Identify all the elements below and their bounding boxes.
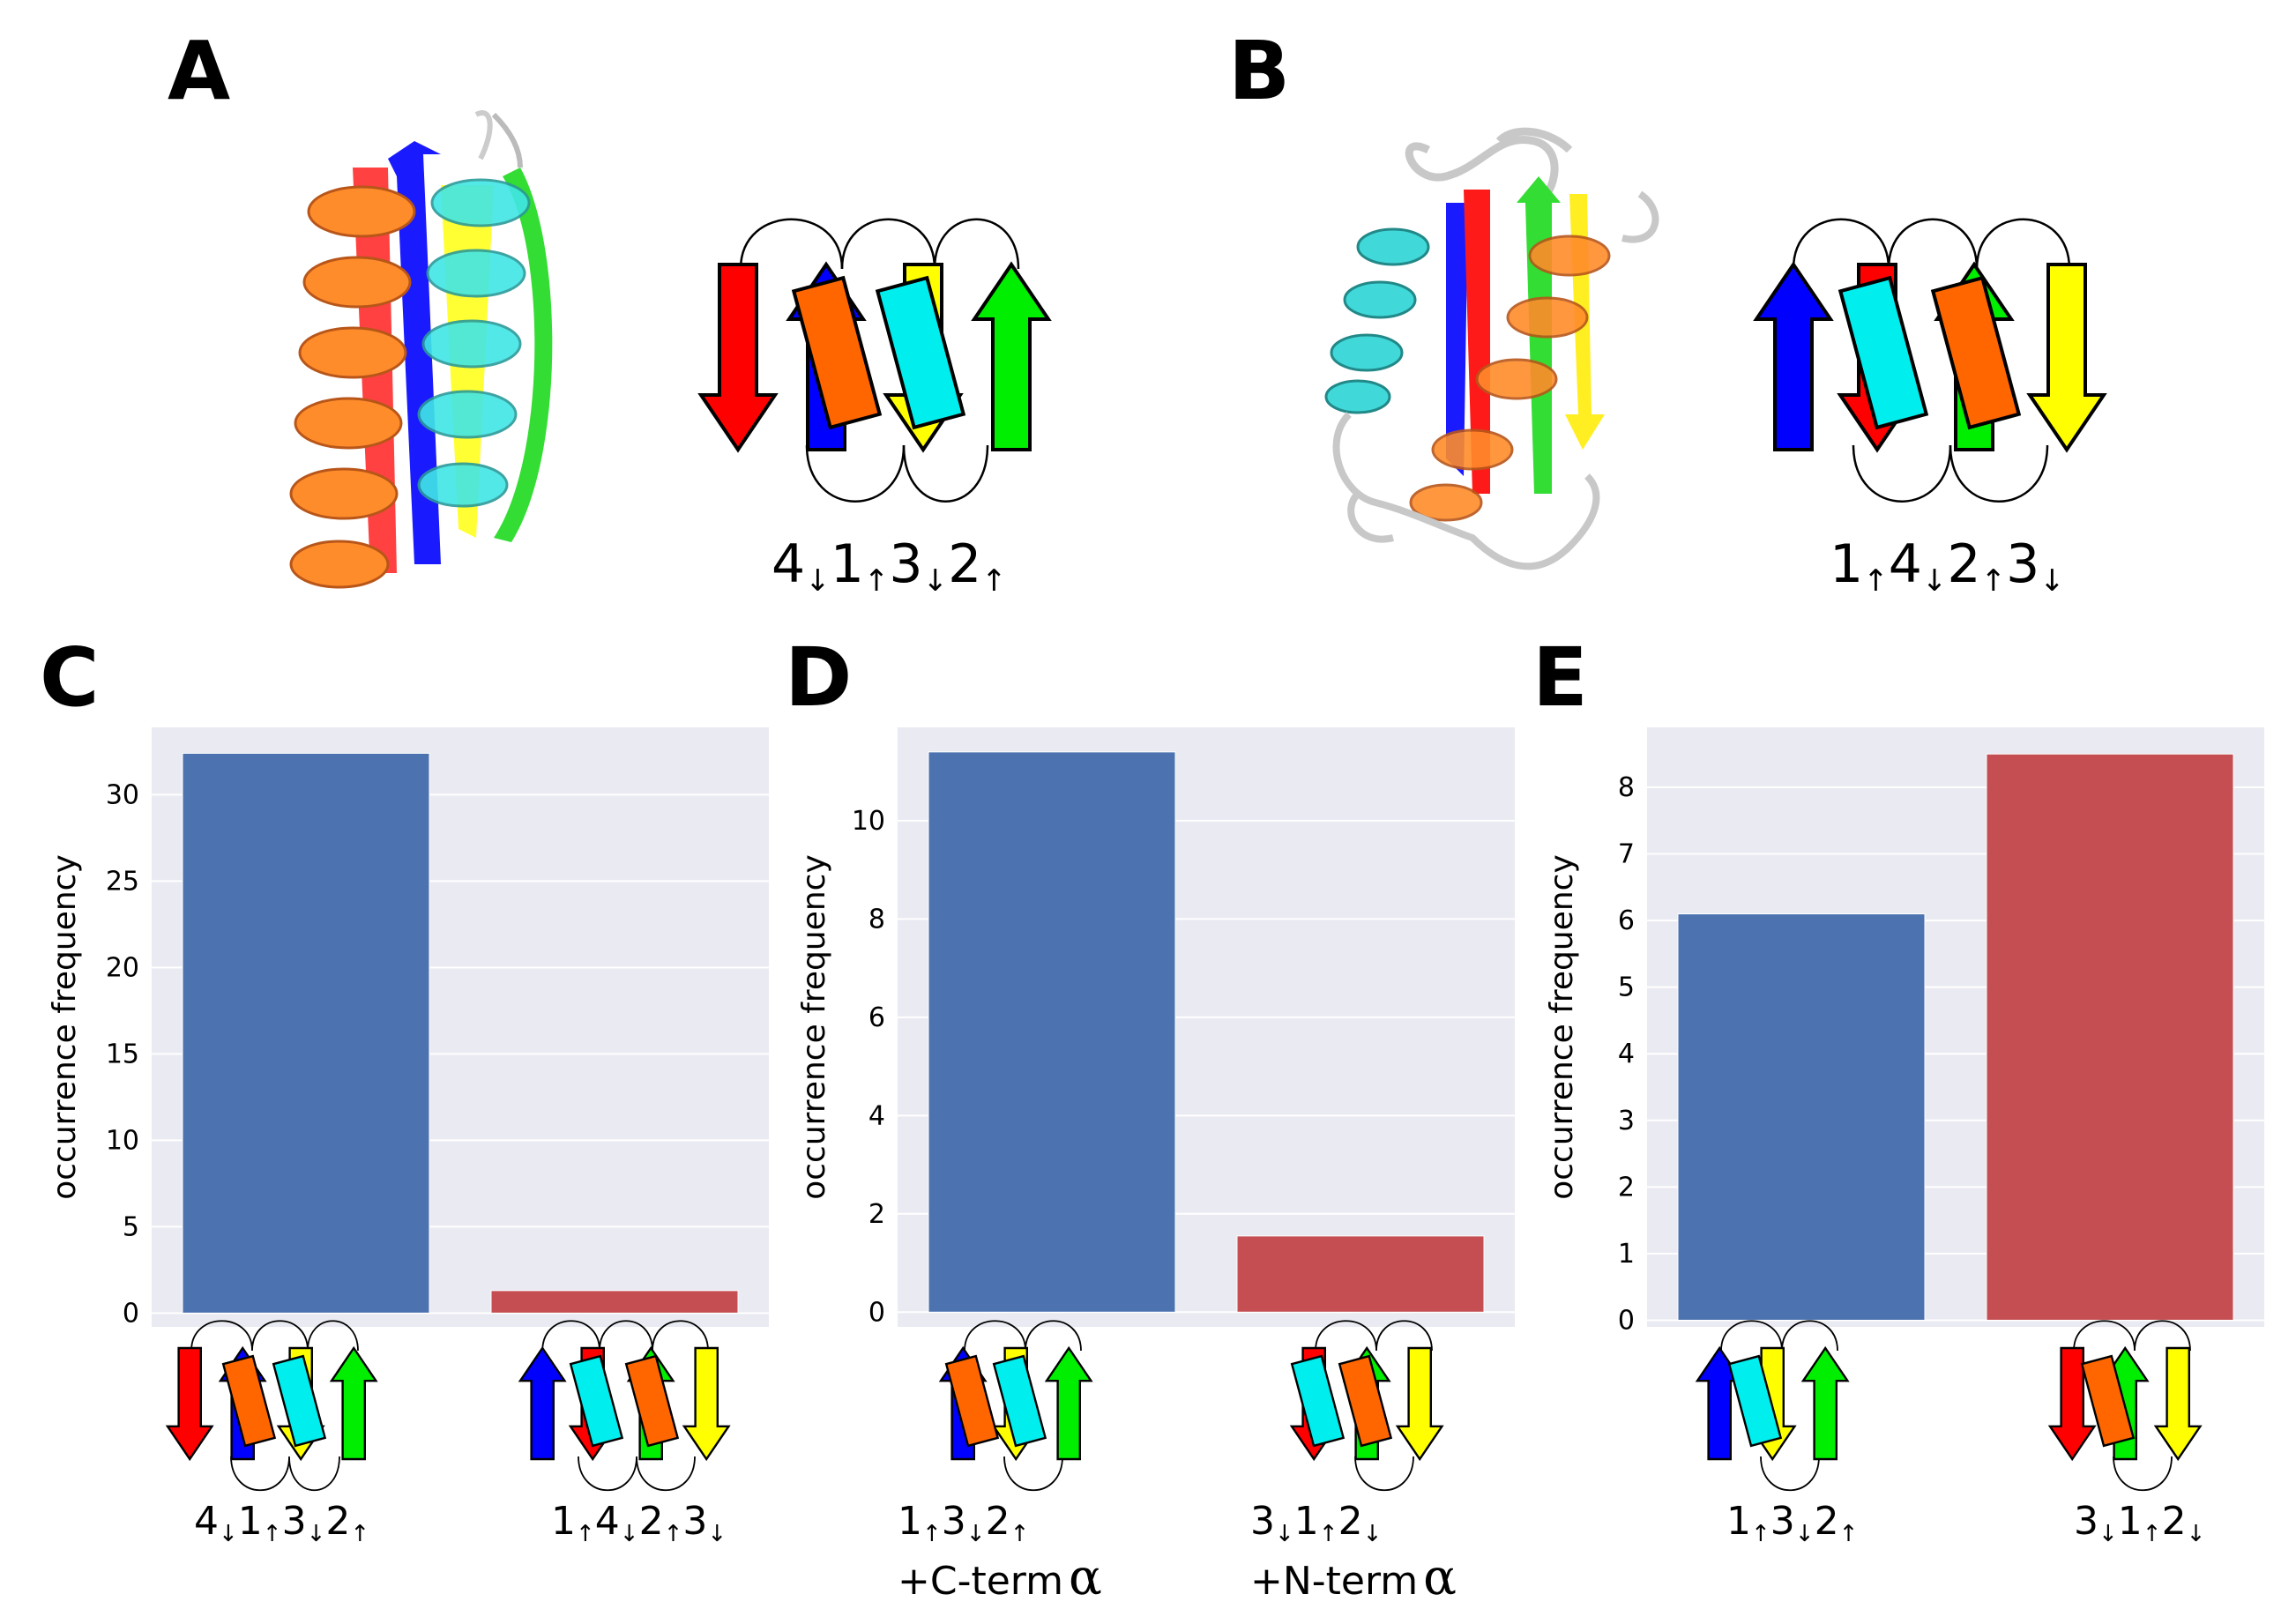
- category-label-e2: 3↓1↑2↓: [2074, 1499, 2205, 1547]
- y-tick-label: 10: [106, 1125, 139, 1156]
- helix-cyan-rect: [875, 275, 966, 430]
- category-label-d2-line2: +N-term α: [1250, 1549, 1457, 1606]
- y-axis-title: occurrence frequency: [1544, 854, 1580, 1200]
- bar: [490, 1290, 739, 1314]
- bar: [1677, 913, 1926, 1321]
- y-tick-label: 0: [123, 1298, 139, 1329]
- y-tick-label: 7: [1618, 839, 1635, 870]
- topology-label-b: 1↑4↓2↑3↓: [1830, 533, 2065, 599]
- y-axis-title: occurrence frequency: [796, 854, 832, 1200]
- y-tick-label: 8: [1618, 772, 1635, 803]
- y-tick-label: 0: [868, 1297, 885, 1328]
- strand-3-down-arrow: [2028, 263, 2106, 451]
- y-tick-label: 4: [868, 1100, 885, 1131]
- category-label-c1: 4↓1↑3↓2↑: [194, 1499, 369, 1547]
- topology-icon-d2: [1290, 1320, 1443, 1491]
- topology-label-a: 4↓1↑3↓2↑: [772, 533, 1007, 599]
- panel-letter-e: E: [1532, 630, 1588, 725]
- y-tick-label: 3: [1618, 1106, 1635, 1136]
- y-tick-label: 30: [106, 779, 139, 810]
- helix-cyan-rect: [1838, 275, 1929, 430]
- bar-chart-d: 0 2 4 6 8 10 occurrence frequency: [796, 727, 1515, 1328]
- bar-chart-e: 0 1 2 3 4 5 6 7 8 occurrence frequency: [1544, 727, 2264, 1336]
- y-tick-label: 8: [868, 904, 885, 935]
- y-tick-label: 0: [1618, 1305, 1635, 1336]
- panel-letter-a: A: [168, 24, 230, 118]
- y-tick-label: 5: [1618, 972, 1635, 1003]
- topology-icon-d1: [939, 1320, 1092, 1491]
- category-label-d1-line2: +C-term α: [898, 1549, 1102, 1606]
- y-tick-label: 15: [106, 1039, 139, 1069]
- topology-icon-e2: [2048, 1320, 2202, 1491]
- y-tick-label: 6: [868, 1002, 885, 1033]
- strand-1-up-arrow: [1755, 263, 1832, 451]
- topology-diagram-b: [1755, 218, 2106, 503]
- helix-orange-rect: [791, 275, 883, 430]
- panel-letter-c: C: [40, 630, 100, 725]
- y-tick-label: 1: [1618, 1239, 1635, 1270]
- protein-structure-b: [1324, 127, 1659, 570]
- category-label-c2: 1↑4↓2↑3↓: [551, 1499, 727, 1547]
- topology-icon-c2: [518, 1320, 730, 1491]
- bar: [1986, 753, 2234, 1321]
- topology-diagram-a: [699, 218, 1050, 503]
- protein-structure-a: [289, 110, 553, 589]
- bar: [928, 751, 1176, 1313]
- y-tick-label: 25: [106, 866, 139, 897]
- y-tick-label: 20: [106, 952, 139, 983]
- y-axis-title: occurrence frequency: [47, 854, 83, 1200]
- bar: [1236, 1235, 1485, 1313]
- topology-icon-e1: [1696, 1320, 1849, 1491]
- panel-letter-b: B: [1228, 24, 1290, 118]
- strand-4-down-arrow: [699, 263, 777, 451]
- category-label-d2: 3↓1↑2↓: [1250, 1499, 1382, 1547]
- y-tick-label: 4: [1618, 1039, 1635, 1069]
- y-tick-label: 10: [852, 806, 885, 837]
- helix-orange-rect: [1930, 275, 2022, 430]
- y-tick-label: 5: [123, 1211, 139, 1242]
- topology-icon-c1: [166, 1320, 377, 1491]
- strand-2-up-arrow: [973, 263, 1050, 451]
- y-tick-label: 6: [1618, 905, 1635, 936]
- category-label-e1: 1↑3↓2↑: [1726, 1499, 1858, 1547]
- panel-letter-d: D: [785, 630, 852, 725]
- category-label-d1: 1↑3↓2↑: [898, 1499, 1029, 1547]
- y-tick-label: 2: [1618, 1172, 1635, 1203]
- y-tick-label: 2: [868, 1199, 885, 1230]
- bar-chart-c: 0 5 10 15 20 25 30 occurrence frequency: [47, 727, 769, 1329]
- bar: [182, 752, 430, 1314]
